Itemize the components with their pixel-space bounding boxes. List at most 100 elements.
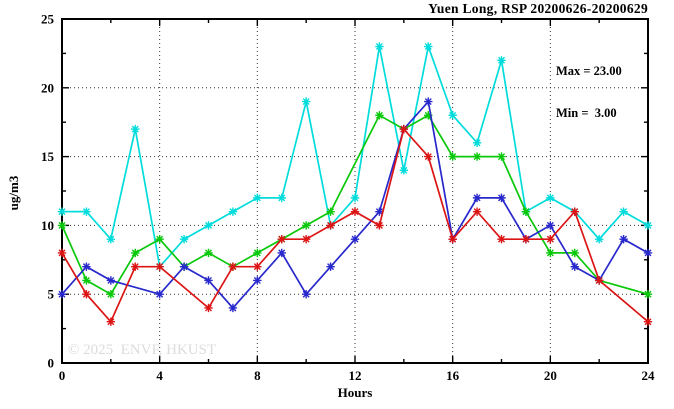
- marker-blue: [301, 290, 311, 299]
- marker-blue: [277, 248, 286, 258]
- marker-cyan: [472, 138, 482, 148]
- marker-red: [570, 207, 579, 216]
- x-tick-label: 20: [544, 368, 557, 383]
- marker-blue: [472, 193, 482, 203]
- marker-cyan: [301, 97, 311, 106]
- marker-red: [228, 262, 238, 271]
- min-value-label: Min = 3.00: [556, 106, 617, 120]
- series-green: [57, 111, 653, 299]
- marker-blue: [497, 193, 506, 203]
- marker-red: [204, 303, 213, 313]
- marker-red: [326, 221, 335, 230]
- x-tick-label: 8: [254, 368, 261, 383]
- marker-red: [277, 234, 286, 244]
- marker-blue: [253, 276, 262, 285]
- marker-green: [375, 111, 384, 120]
- marker-red: [131, 262, 140, 271]
- marker-cyan: [277, 193, 286, 203]
- marker-green: [546, 248, 555, 258]
- marker-green: [131, 248, 140, 258]
- y-axis-label: ug/m3: [6, 175, 21, 211]
- marker-red: [375, 221, 384, 230]
- marker-green: [155, 234, 164, 244]
- y-tick-label: 25: [41, 12, 55, 27]
- marker-green: [424, 111, 433, 120]
- marker-cyan: [228, 207, 238, 216]
- marker-green: [472, 152, 482, 161]
- marker-blue: [57, 290, 67, 299]
- marker-green: [326, 207, 335, 216]
- marker-cyan: [594, 234, 604, 244]
- marker-blue: [643, 248, 653, 258]
- marker-green: [82, 276, 91, 285]
- marker-cyan: [179, 234, 189, 244]
- marker-cyan: [643, 221, 653, 230]
- marker-red: [546, 234, 555, 244]
- marker-cyan: [375, 42, 384, 51]
- x-tick-label: 0: [59, 368, 66, 383]
- marker-red: [301, 234, 311, 244]
- marker-red: [424, 152, 433, 161]
- max-value-label: Max = 23.00: [556, 64, 622, 78]
- marker-blue: [155, 290, 164, 299]
- marker-red: [399, 124, 409, 134]
- marker-blue: [570, 262, 579, 271]
- marker-cyan: [131, 124, 140, 134]
- x-tick-label: 4: [156, 368, 163, 383]
- y-tick-label: 0: [48, 356, 55, 371]
- marker-green: [448, 152, 457, 161]
- marker-red: [497, 234, 506, 244]
- marker-red: [106, 317, 116, 326]
- marker-red: [82, 290, 91, 299]
- marker-red: [57, 248, 67, 258]
- marker-cyan: [619, 207, 628, 216]
- marker-blue: [350, 234, 360, 244]
- series-blue: [57, 97, 653, 313]
- marker-blue: [228, 303, 238, 313]
- marker-blue: [619, 234, 628, 244]
- marker-green: [521, 207, 531, 216]
- marker-green: [643, 290, 653, 299]
- y-tick-label: 10: [41, 218, 54, 233]
- marker-blue: [375, 207, 384, 216]
- marker-red: [448, 234, 457, 244]
- marker-green: [570, 248, 579, 258]
- marker-cyan: [253, 193, 262, 203]
- marker-green: [301, 221, 311, 230]
- x-axis-label: Hours: [337, 385, 373, 400]
- marker-cyan: [546, 193, 555, 203]
- marker-red: [472, 207, 482, 216]
- chart-title: Yuen Long, RSP 20200626-20200629: [428, 1, 648, 16]
- marker-green: [57, 221, 67, 230]
- marker-cyan: [57, 207, 67, 216]
- marker-red: [643, 317, 653, 326]
- marker-green: [106, 290, 116, 299]
- marker-cyan: [350, 193, 360, 203]
- y-tick-label: 20: [41, 80, 54, 95]
- marker-blue: [546, 221, 555, 230]
- marker-cyan: [106, 234, 116, 244]
- marker-green: [253, 248, 262, 258]
- series-red: [57, 124, 653, 326]
- marker-red: [155, 262, 164, 271]
- marker-blue: [179, 262, 189, 271]
- marker-cyan: [424, 42, 433, 51]
- marker-red: [521, 234, 531, 244]
- watermark-text: © 2025 ENVF, HKUST: [68, 342, 217, 358]
- series-line-red: [61, 127, 649, 324]
- series-line-blue: [61, 99, 649, 310]
- y-tick-label: 15: [41, 149, 55, 164]
- marker-red: [350, 207, 360, 216]
- x-tick-label: 12: [349, 368, 362, 383]
- marker-blue: [82, 262, 91, 271]
- marker-blue: [424, 97, 433, 106]
- y-tick-label: 5: [48, 287, 55, 302]
- marker-cyan: [448, 111, 457, 120]
- marker-cyan: [82, 207, 91, 216]
- marker-cyan: [497, 56, 506, 65]
- marker-red: [594, 276, 604, 285]
- marker-blue: [106, 276, 116, 285]
- marker-green: [204, 248, 213, 258]
